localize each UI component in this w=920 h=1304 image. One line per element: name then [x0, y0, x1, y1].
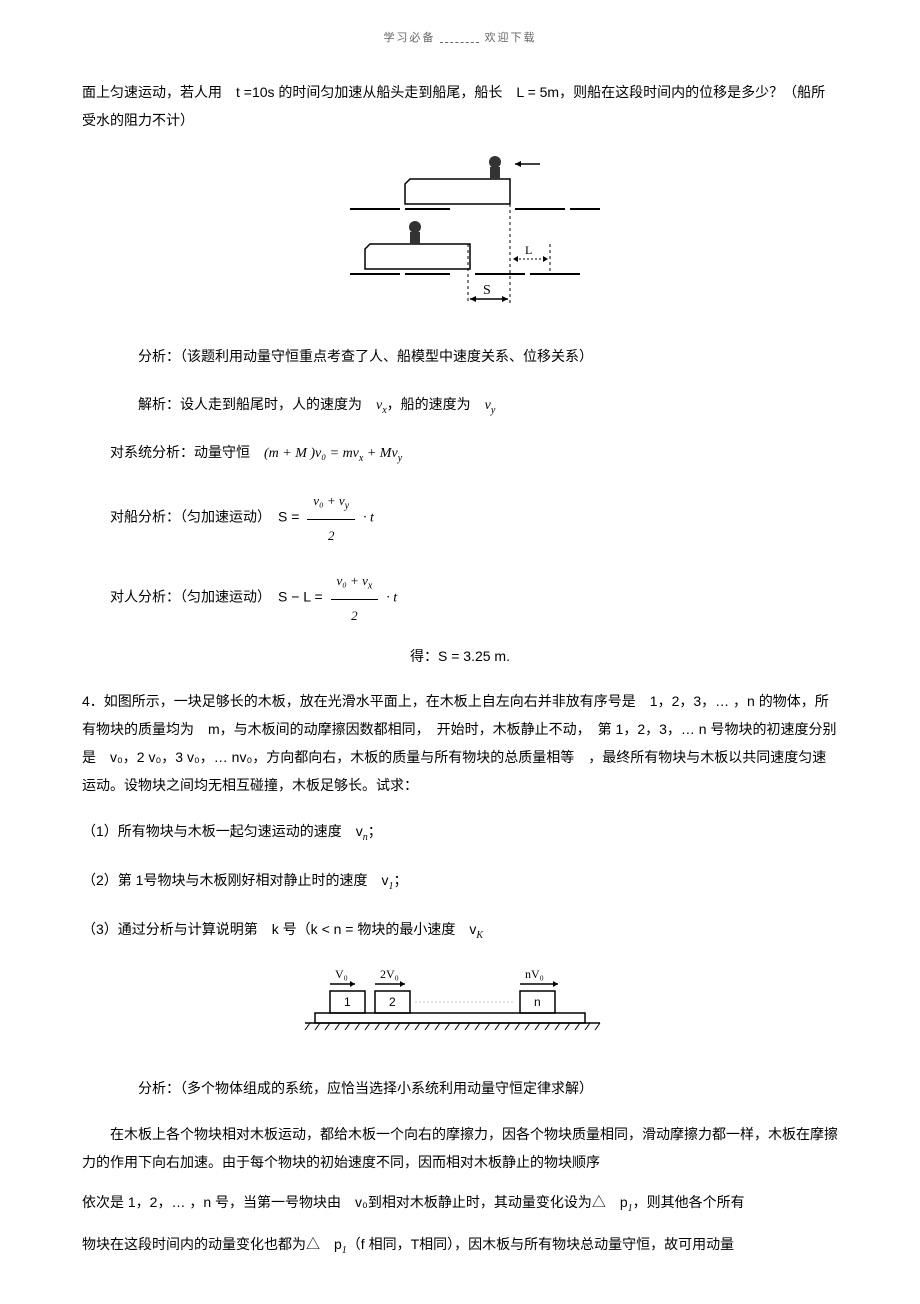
analysis-line2: 解析：设人走到船尾时，人的速度为 vx，船的速度为 vy — [110, 388, 838, 423]
question4-item1: （1）所有物块与木板一起匀速运动的速度 vn； — [82, 817, 838, 848]
svg-text:1: 1 — [344, 995, 351, 1009]
svg-text:n: n — [534, 995, 541, 1009]
svg-text:V₀: V₀ — [335, 967, 348, 981]
question4-body: 4．如图所示，一块足够长的木板，放在光滑水平面上，在木板上自左向右并非放有序号是… — [82, 687, 838, 799]
analysis2-line1: 分析：（多个物体组成的系统，应恰当选择小系统利用动量守恒定律求解） — [110, 1072, 838, 1106]
analysis-line4: 对船分析：（匀加速运动） S = v₀ + vy 2 · t — [110, 485, 838, 551]
svg-text:2: 2 — [389, 995, 396, 1009]
intro-paragraph: 面上匀速运动，若人用 t =10s 的时间匀加速从船头走到船尾，船长 L = 5… — [82, 78, 838, 134]
page-header: 学习必备 欢迎下载 — [82, 30, 838, 48]
question4-item2: （2）第 1号物块与木板刚好相对静止时的速度 v1； — [82, 866, 838, 897]
svg-text:nV₀: nV₀ — [525, 967, 544, 981]
svg-text:L: L — [525, 243, 532, 257]
question4-item3: （3）通过分析与计算说明第 k 号（k < n = 物块的最小速度 vK — [82, 915, 838, 946]
analysis-line1: 分析：（该题利用动量守恒重点考查了人、船模型中速度关系、位移关系） — [110, 340, 838, 374]
analysis-line5: 对人分析：（匀加速运动） S − L = v₀ + vx 2 · t — [110, 565, 838, 631]
header-right: 欢迎下载 — [485, 32, 537, 44]
analysis2-line4: 物块在这段时间内的动量变化也都为△ p1（f 相同，T相同），因木板与所有物块总… — [82, 1230, 838, 1261]
diagram-person-boat: L S — [82, 154, 838, 320]
header-left: 学习必备 — [383, 32, 435, 44]
analysis2-line3: 依次是 1，2，… ，n 号，当第一号物块由 v₀到相对木板静止时，其动量变化设… — [82, 1188, 838, 1219]
svg-text:S: S — [483, 283, 491, 298]
diagram-blocks: V₀ 2V₀ nV₀ 1 2 n — [82, 966, 838, 1052]
analysis-line3: 对系统分析：动量守恒 (m + M )v₀ = mvx + Mvy — [110, 436, 838, 471]
svg-text:2V₀: 2V₀ — [380, 967, 399, 981]
header-underline — [441, 32, 480, 44]
analysis2-line2: 在木板上各个物块相对木板运动，都给木板一个向右的摩擦力，因各个物块质量相同，滑动… — [82, 1120, 838, 1176]
analysis-result: 得：S = 3.25 m. — [82, 645, 838, 667]
intro-text: 面上匀速运动，若人用 t =10s 的时间匀加速从船头走到船尾，船长 L = 5… — [82, 84, 825, 128]
